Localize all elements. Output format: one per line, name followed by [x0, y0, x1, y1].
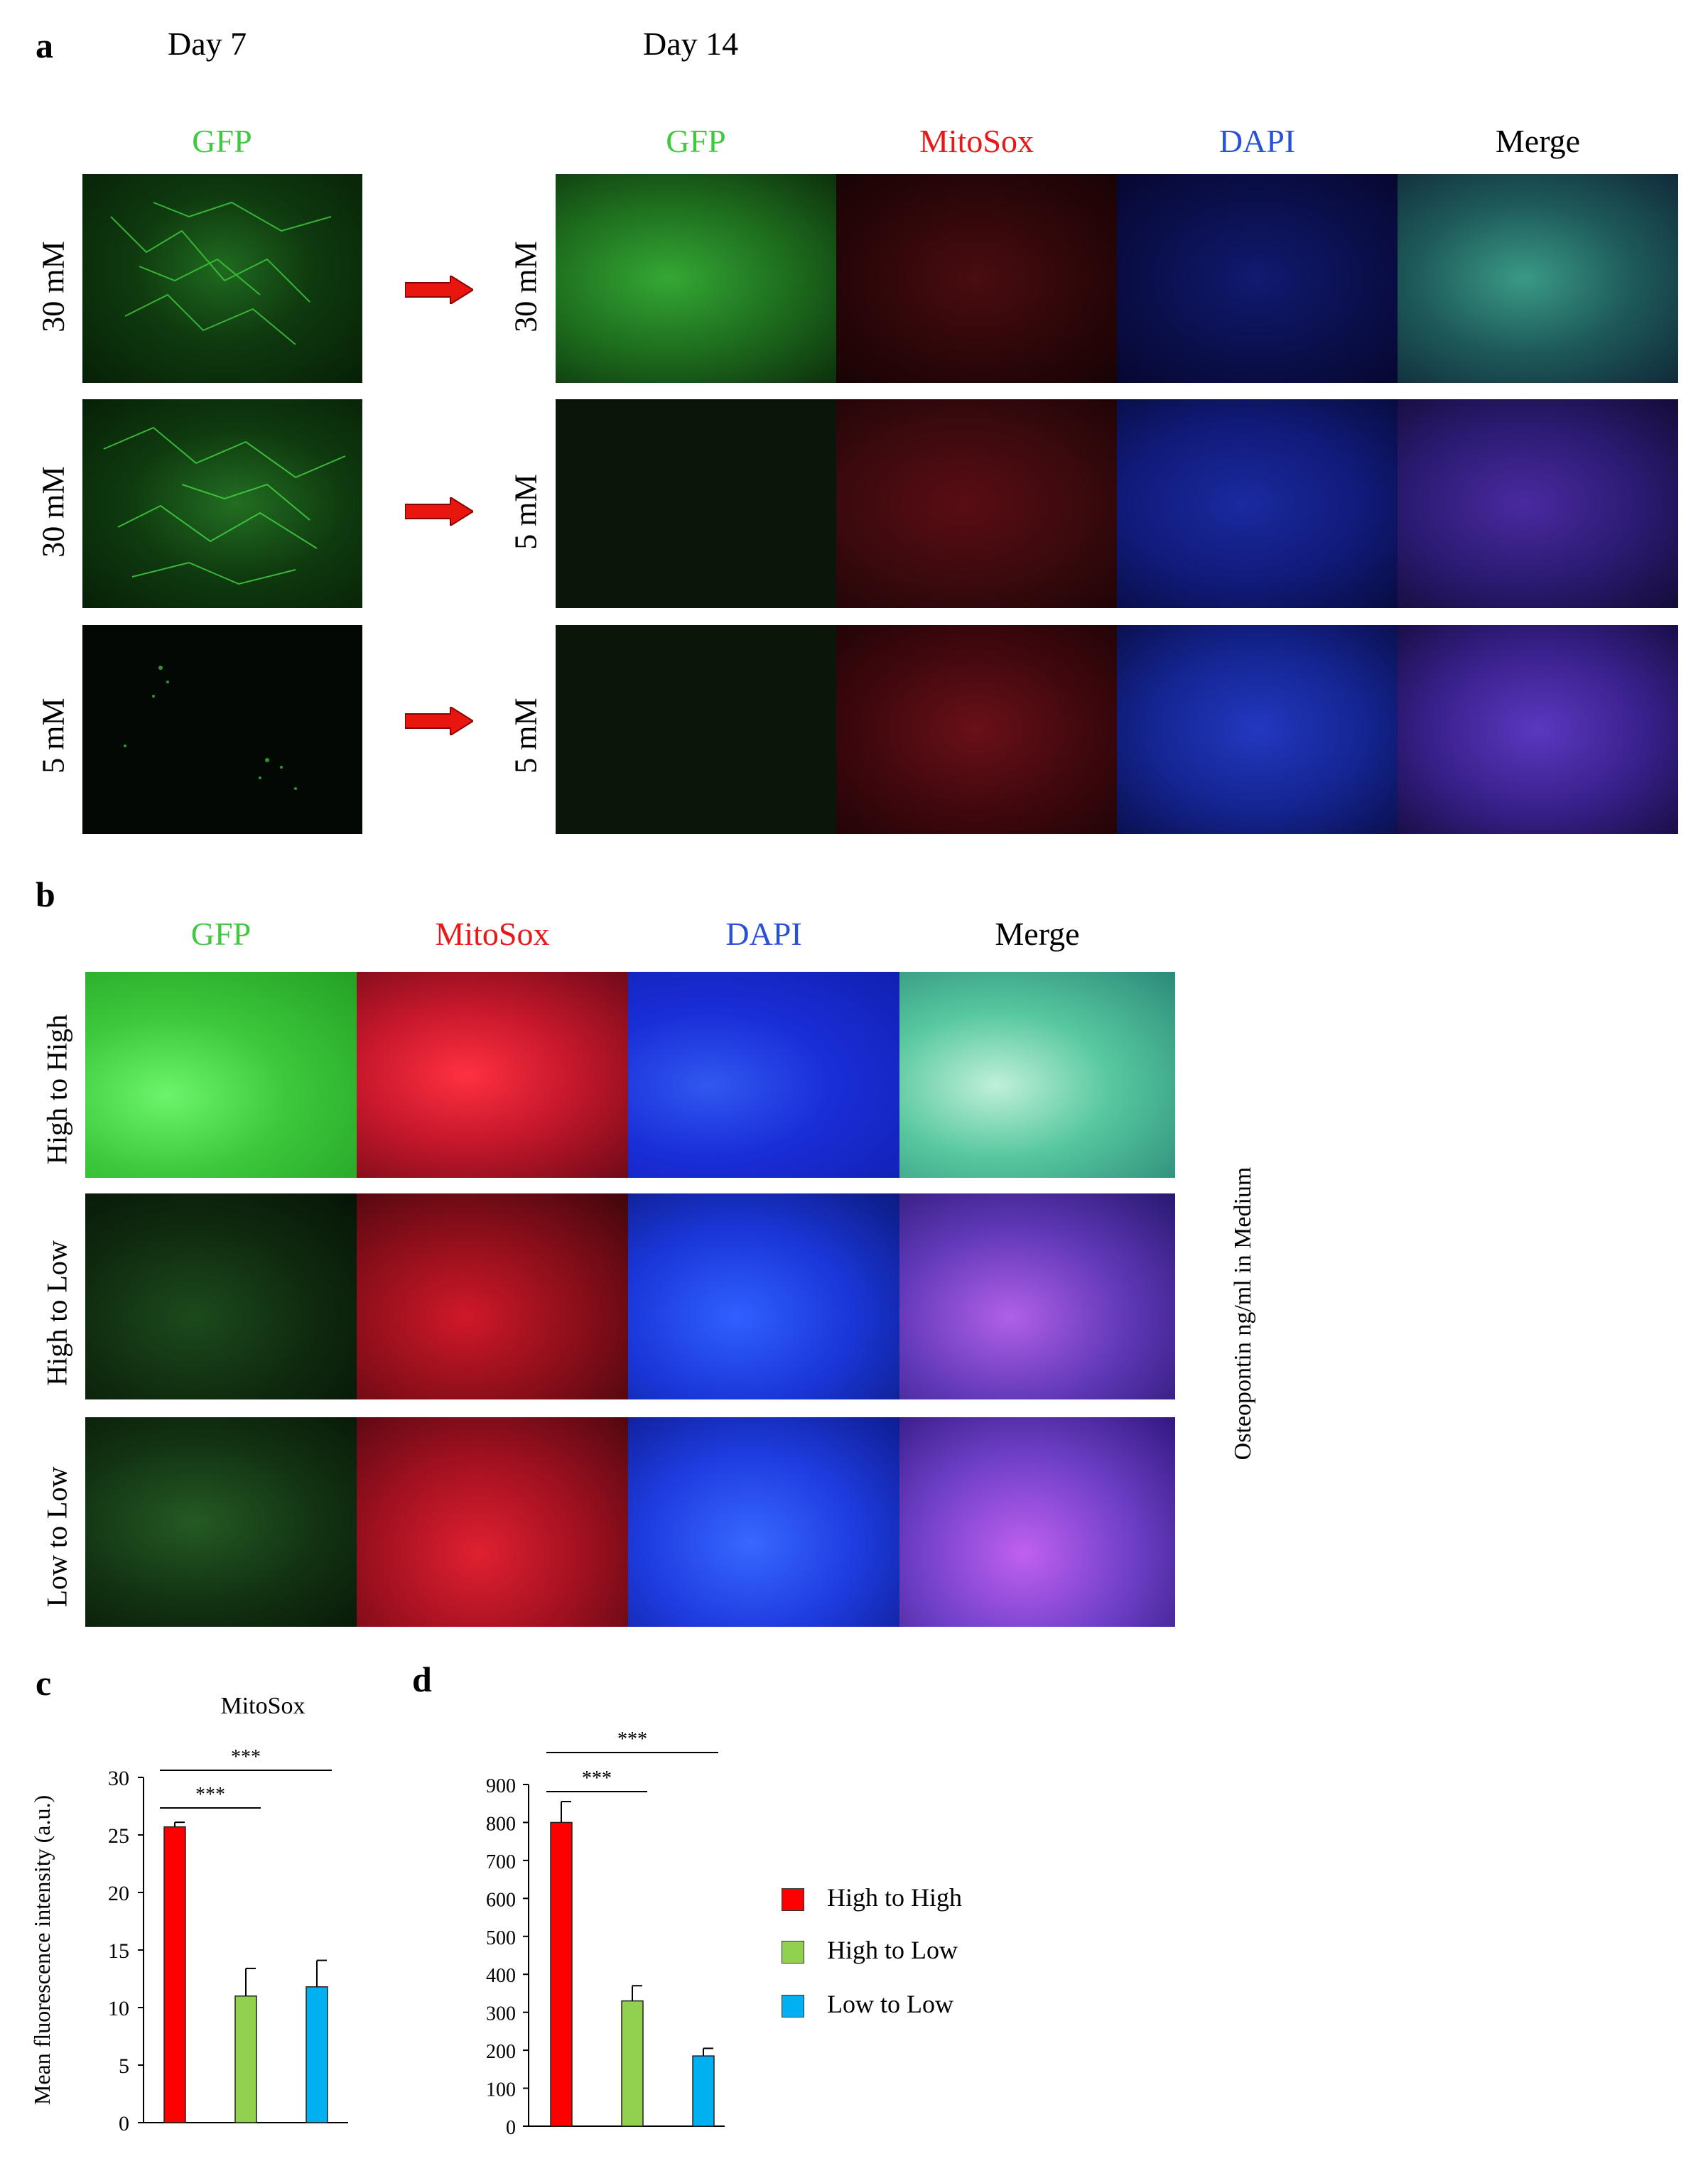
chart-c-ytick-label: 5: [119, 2054, 129, 2078]
chart-d-sig-label: ***: [617, 1728, 647, 1750]
b-row-label-1: High to High: [40, 1014, 73, 1165]
a-day14-row-label-2: 5 mM: [508, 474, 544, 550]
legend-swatch-high-high: [782, 1888, 804, 1911]
b-row-label-2: High to Low: [40, 1240, 73, 1386]
a-day7-header-gfp: GFP: [192, 123, 252, 159]
b-dapi-image-1: [628, 972, 899, 1178]
a-day14-dapi-image-3: [1117, 625, 1398, 834]
a-day14-merge-image-1: [1398, 174, 1678, 383]
a-day14-dapi-image-1: [1117, 174, 1398, 383]
b-dapi-image-3: [628, 1417, 899, 1627]
b-merge-image-2: [899, 1193, 1175, 1399]
a-day14-dapi-image-2: [1117, 399, 1398, 608]
chart-c-ytick-label: 15: [108, 1939, 129, 1963]
a-day7-row-label-3: 5 mM: [36, 698, 71, 774]
b-mitosox-image-3: [357, 1417, 628, 1627]
chart-d-ytick-label: 800: [486, 1813, 516, 1835]
b-gfp-image-1: [85, 972, 357, 1178]
a-day14-mitosox-image-3: [836, 625, 1117, 834]
a-day7-gfp-image-2: [82, 399, 362, 608]
chart-c-ytick-label: 20: [108, 1882, 129, 1905]
b-header-merge: Merge: [995, 916, 1080, 952]
a-arrow-icon-1: [405, 276, 473, 304]
panel-d-letter: d: [412, 1659, 432, 1699]
panel-a-letter: a: [36, 26, 53, 65]
chart-d-ytick-label: 300: [486, 2003, 516, 2025]
chart-c-sig-label: ***: [231, 1746, 261, 1768]
chart-c-ytick-label: 10: [108, 1997, 129, 2020]
a-day7-row-label-2: 30 mM: [36, 466, 71, 558]
a-header-dapi: DAPI: [1218, 123, 1296, 159]
b-mitosox-image-2: [357, 1193, 628, 1399]
day7-label: Day 7: [168, 26, 247, 62]
a-day14-row-label-3: 5 mM: [508, 698, 544, 774]
chart-d-ytick-label: 200: [486, 2041, 516, 2063]
a-header-merge: Merge: [1495, 123, 1581, 159]
chart-d-ytick-label: 700: [486, 1851, 516, 1873]
chart-c-ytick-label: 25: [108, 1824, 129, 1848]
chart-d-sig-label: ***: [582, 1767, 612, 1789]
chart-d-bar: [621, 2000, 644, 2127]
legend: High to High High to Low Low to Low: [782, 1883, 1080, 2067]
b-gfp-image-3: [85, 1417, 357, 1627]
a-header-gfp: GFP: [666, 123, 726, 159]
a-header-mitosox: MitoSox: [919, 123, 1034, 159]
chart-d-bar: [692, 2055, 715, 2127]
a-arrow-icon-3: [405, 707, 473, 735]
chart-c-sig-label: ***: [195, 1784, 225, 1806]
b-gfp-image-2: [85, 1193, 357, 1399]
b-dapi-image-2: [628, 1193, 899, 1399]
chart-c: MitoSox Mean fluorescence intensity (a.u.…: [29, 1693, 348, 2135]
a-day7-gfp-image-1: [82, 174, 362, 383]
b-header-gfp: GFP: [190, 916, 252, 952]
b-header-dapi: DAPI: [725, 916, 802, 952]
chart-d-bar: [550, 1821, 573, 2127]
chart-d-ytick-label: 900: [486, 1775, 516, 1797]
panel-b-letter: b: [36, 874, 55, 914]
chart-c-ylabel: Mean fluorescence intensity (a.u.): [29, 1795, 55, 2105]
a-day14-mitosox-image-2: [836, 399, 1117, 608]
a-arrow-icon-2: [405, 497, 473, 526]
a-day14-merge-image-3: [1398, 625, 1678, 834]
day14-label: Day 14: [643, 26, 739, 62]
chart-c-ytick-label: 30: [108, 1767, 129, 1790]
a-day14-gfp-image-2: [556, 399, 836, 608]
b-row-label-3: Low to Low: [40, 1466, 73, 1608]
chart-c-ytick-label: 0: [119, 2112, 129, 2135]
b-header-mitosox: MitoSox: [435, 916, 550, 952]
legend-label-high-high: High to High: [827, 1883, 963, 1912]
chart-d: 0 100 200 300 400 500 600 700 800 900 ******: [486, 1728, 725, 2139]
chart-c-bar: [306, 1986, 328, 2123]
a-day14-row-label-1: 30 mM: [508, 241, 544, 332]
a-day14-mitosox-image-1: [836, 174, 1117, 383]
legend-swatch-high-low: [782, 1941, 804, 1964]
chart-c-title: MitoSox: [220, 1693, 305, 1719]
a-day14-gfp-image-1: [556, 174, 836, 383]
legend-label-low-low: Low to Low: [827, 1990, 953, 2018]
a-day7-row-label-1: 30 mM: [36, 241, 71, 332]
legend-swatch-low-low: [782, 1995, 804, 2018]
chart-d-ytick-label: 0: [506, 2117, 516, 2139]
chart-c-bar: [234, 1995, 257, 2123]
b-merge-image-3: [899, 1417, 1175, 1627]
b-merge-image-1: [899, 972, 1175, 1178]
b-mitosox-image-1: [357, 972, 628, 1178]
chart-d-ytick-label: 100: [486, 2079, 516, 2101]
chart-d-ytick-label: 400: [486, 1965, 516, 1987]
panel-c-letter: c: [36, 1663, 52, 1703]
a-day7-gfp-image-3: [82, 625, 362, 834]
b-side-label: Osteopontin ng/ml in Medium: [1230, 1166, 1256, 1461]
chart-d-ytick-label: 600: [486, 1889, 516, 1911]
chart-c-bar: [163, 1826, 186, 2123]
legend-label-high-low: High to Low: [827, 1936, 958, 1964]
chart-d-ytick-label: 500: [486, 1927, 516, 1949]
a-day14-gfp-image-3: [556, 625, 836, 834]
a-day14-merge-image-2: [1398, 399, 1678, 608]
